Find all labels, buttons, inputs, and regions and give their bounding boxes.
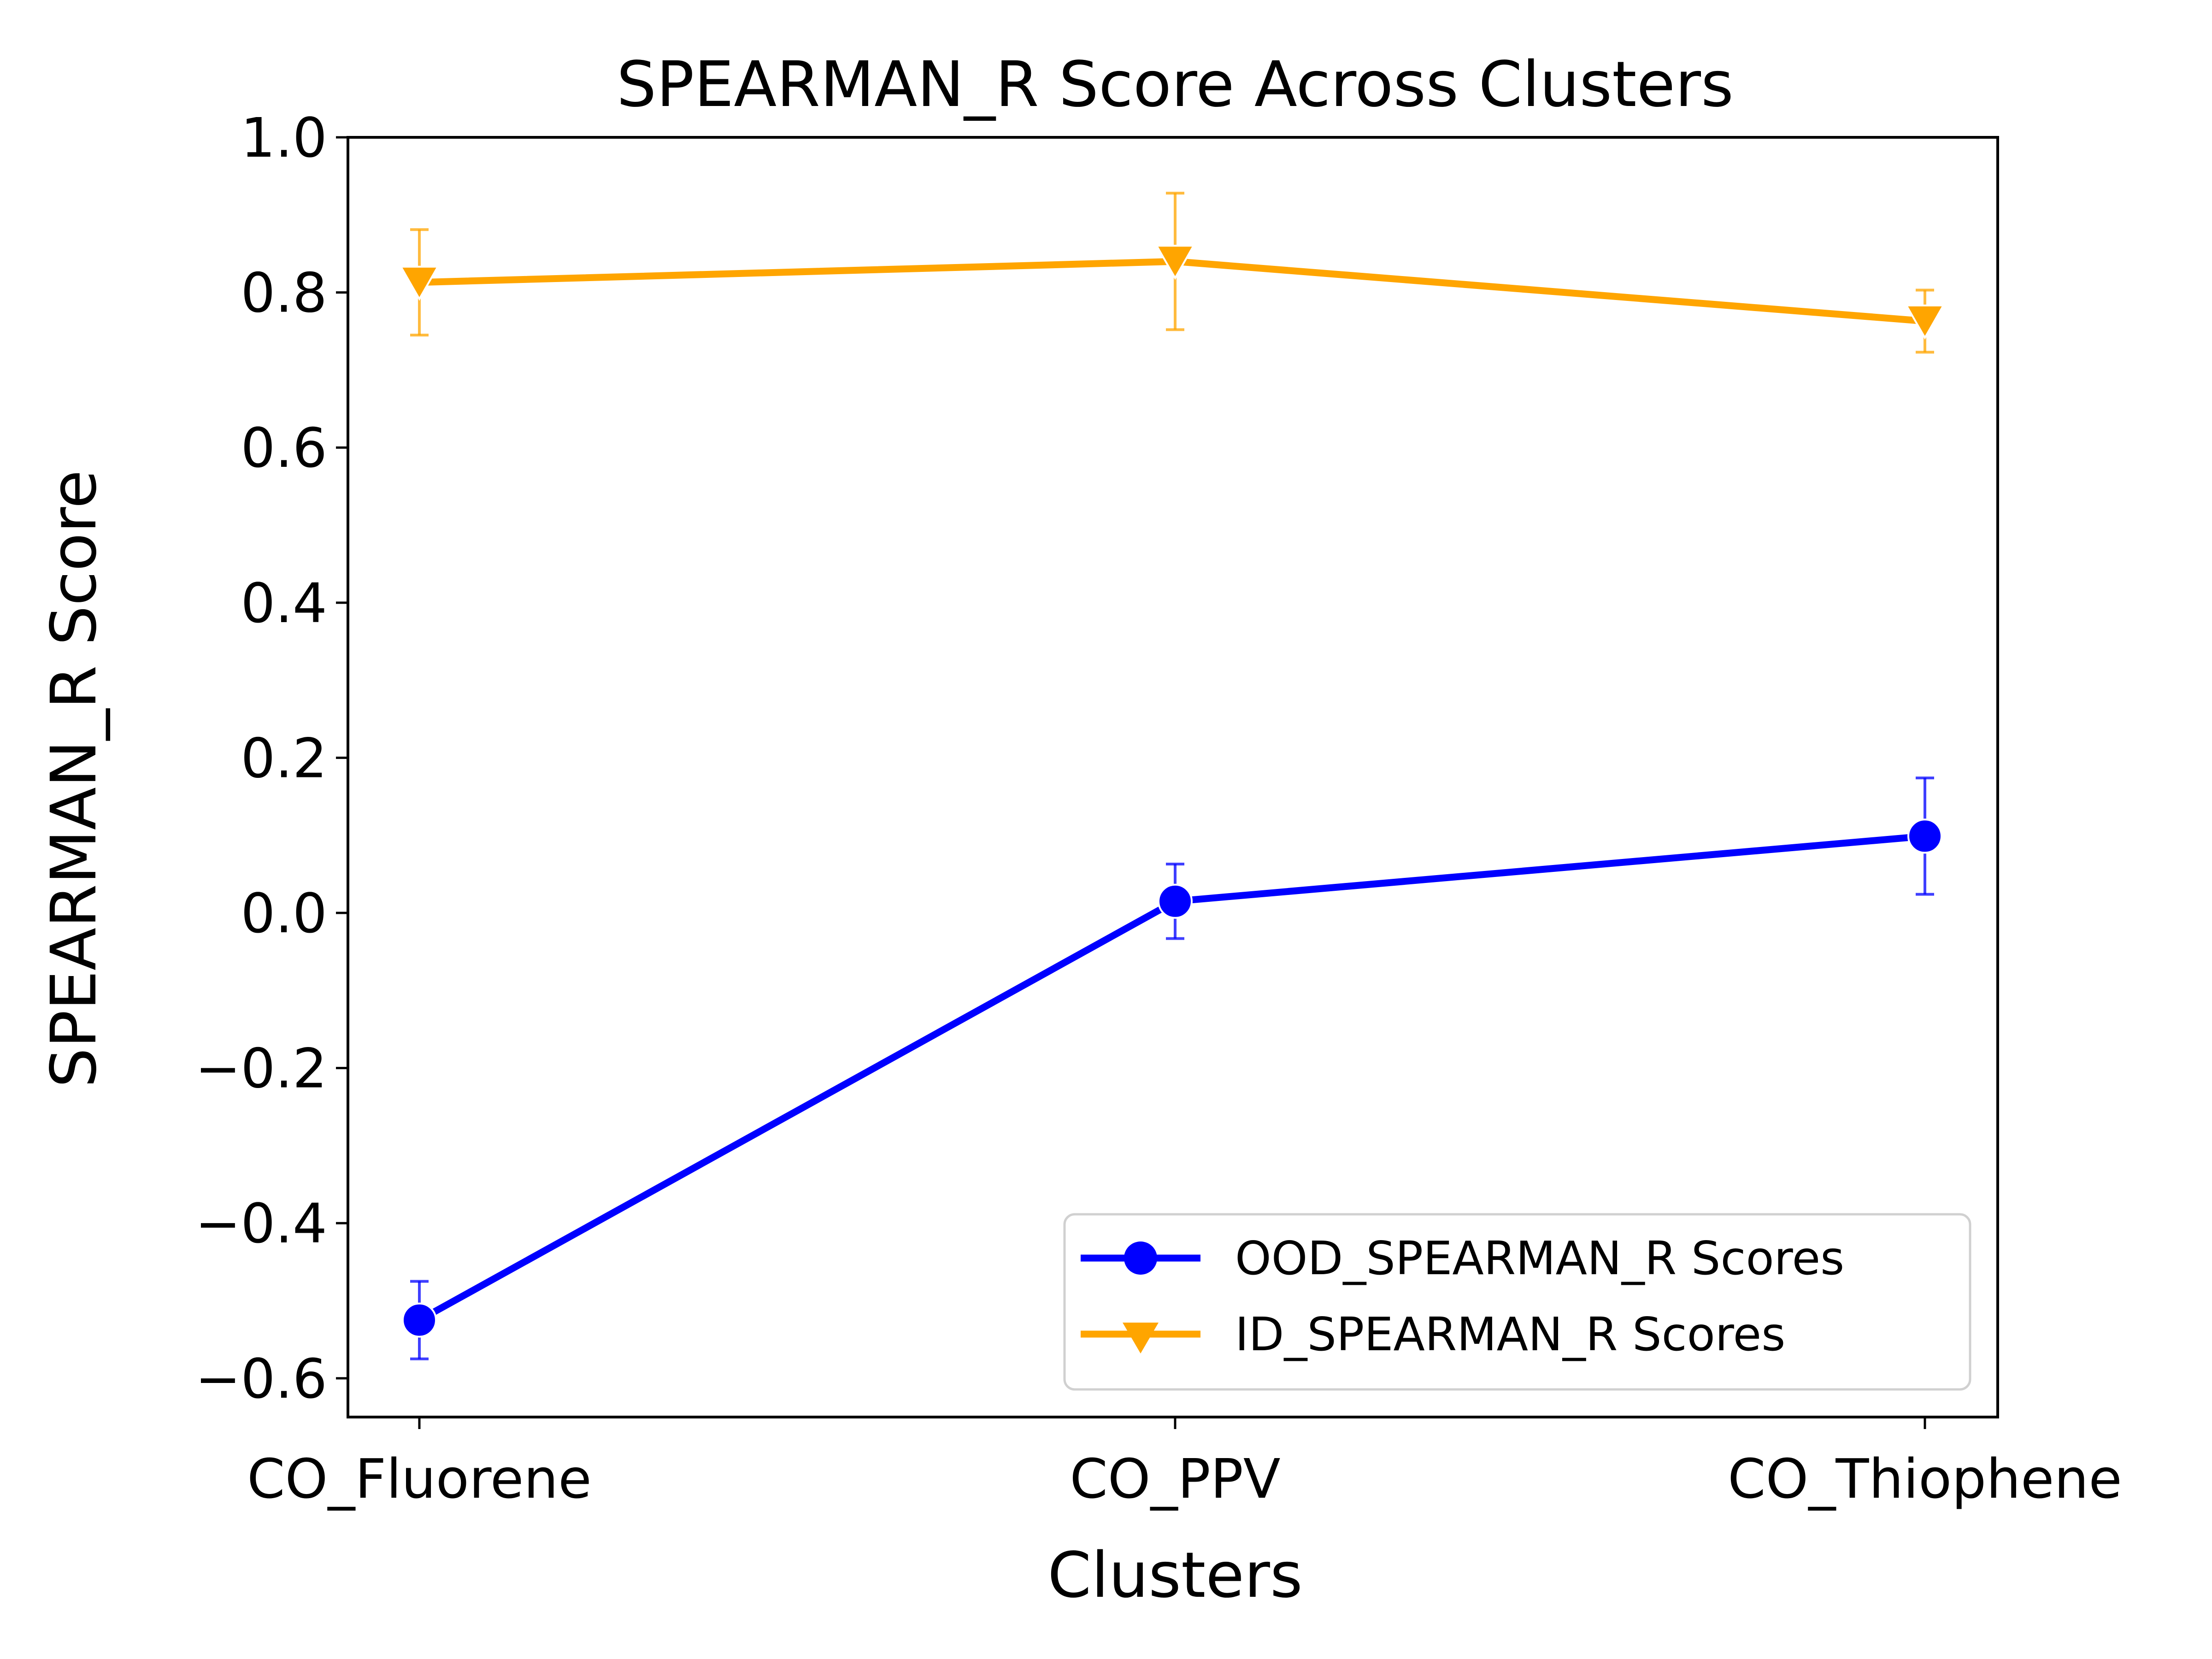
data-point (402, 1302, 437, 1338)
y-tick-label: 0.2 (241, 726, 327, 790)
data-point (1155, 245, 1195, 280)
y-tick-label: −0.2 (195, 1037, 327, 1100)
legend-label-id: ID_SPEARMAN_R Scores (1235, 1307, 1785, 1361)
legend-box (1063, 1213, 1971, 1391)
data-point (1905, 304, 1945, 340)
y-tick-label: 0.0 (241, 882, 327, 945)
plot-frame (347, 136, 1999, 1418)
y-axis-label: SPEARMAN_R Score (38, 470, 111, 1088)
y-tick-label: 1.0 (241, 106, 327, 170)
x-tick-label: CO_Fluorene (247, 1447, 592, 1511)
y-tick-label: 0.8 (241, 261, 327, 325)
chart-title: SPEARMAN_R Score Across Clusters (617, 48, 1734, 121)
legend-marker-ood (1124, 1241, 1157, 1275)
legend: OOD_SPEARMAN_R Scores ID_SPEARMAN_R Scor… (1063, 1213, 1971, 1391)
y-tick-label: −0.4 (195, 1192, 327, 1255)
x-tick-label: CO_PPV (1070, 1447, 1280, 1511)
legend-marker-id (1123, 1323, 1159, 1353)
y-tick-label: 0.6 (241, 416, 327, 480)
plot-area: 1.0 0.8 0.6 0.4 0.2 0.0 −0.2 −0.4 −0.6 CO_Fluoren… (195, 106, 2122, 1511)
x-tick-label: CO_Thiophene (1728, 1447, 2122, 1511)
data-point (1907, 818, 1942, 854)
y-tick-label: −0.6 (195, 1347, 327, 1411)
legend-label-ood: OOD_SPEARMAN_R Scores (1235, 1231, 1844, 1285)
data-point (1158, 883, 1193, 919)
data-point (399, 265, 440, 301)
y-tick-label: 0.4 (241, 571, 327, 635)
x-axis-label: Clusters (1047, 1539, 1303, 1612)
